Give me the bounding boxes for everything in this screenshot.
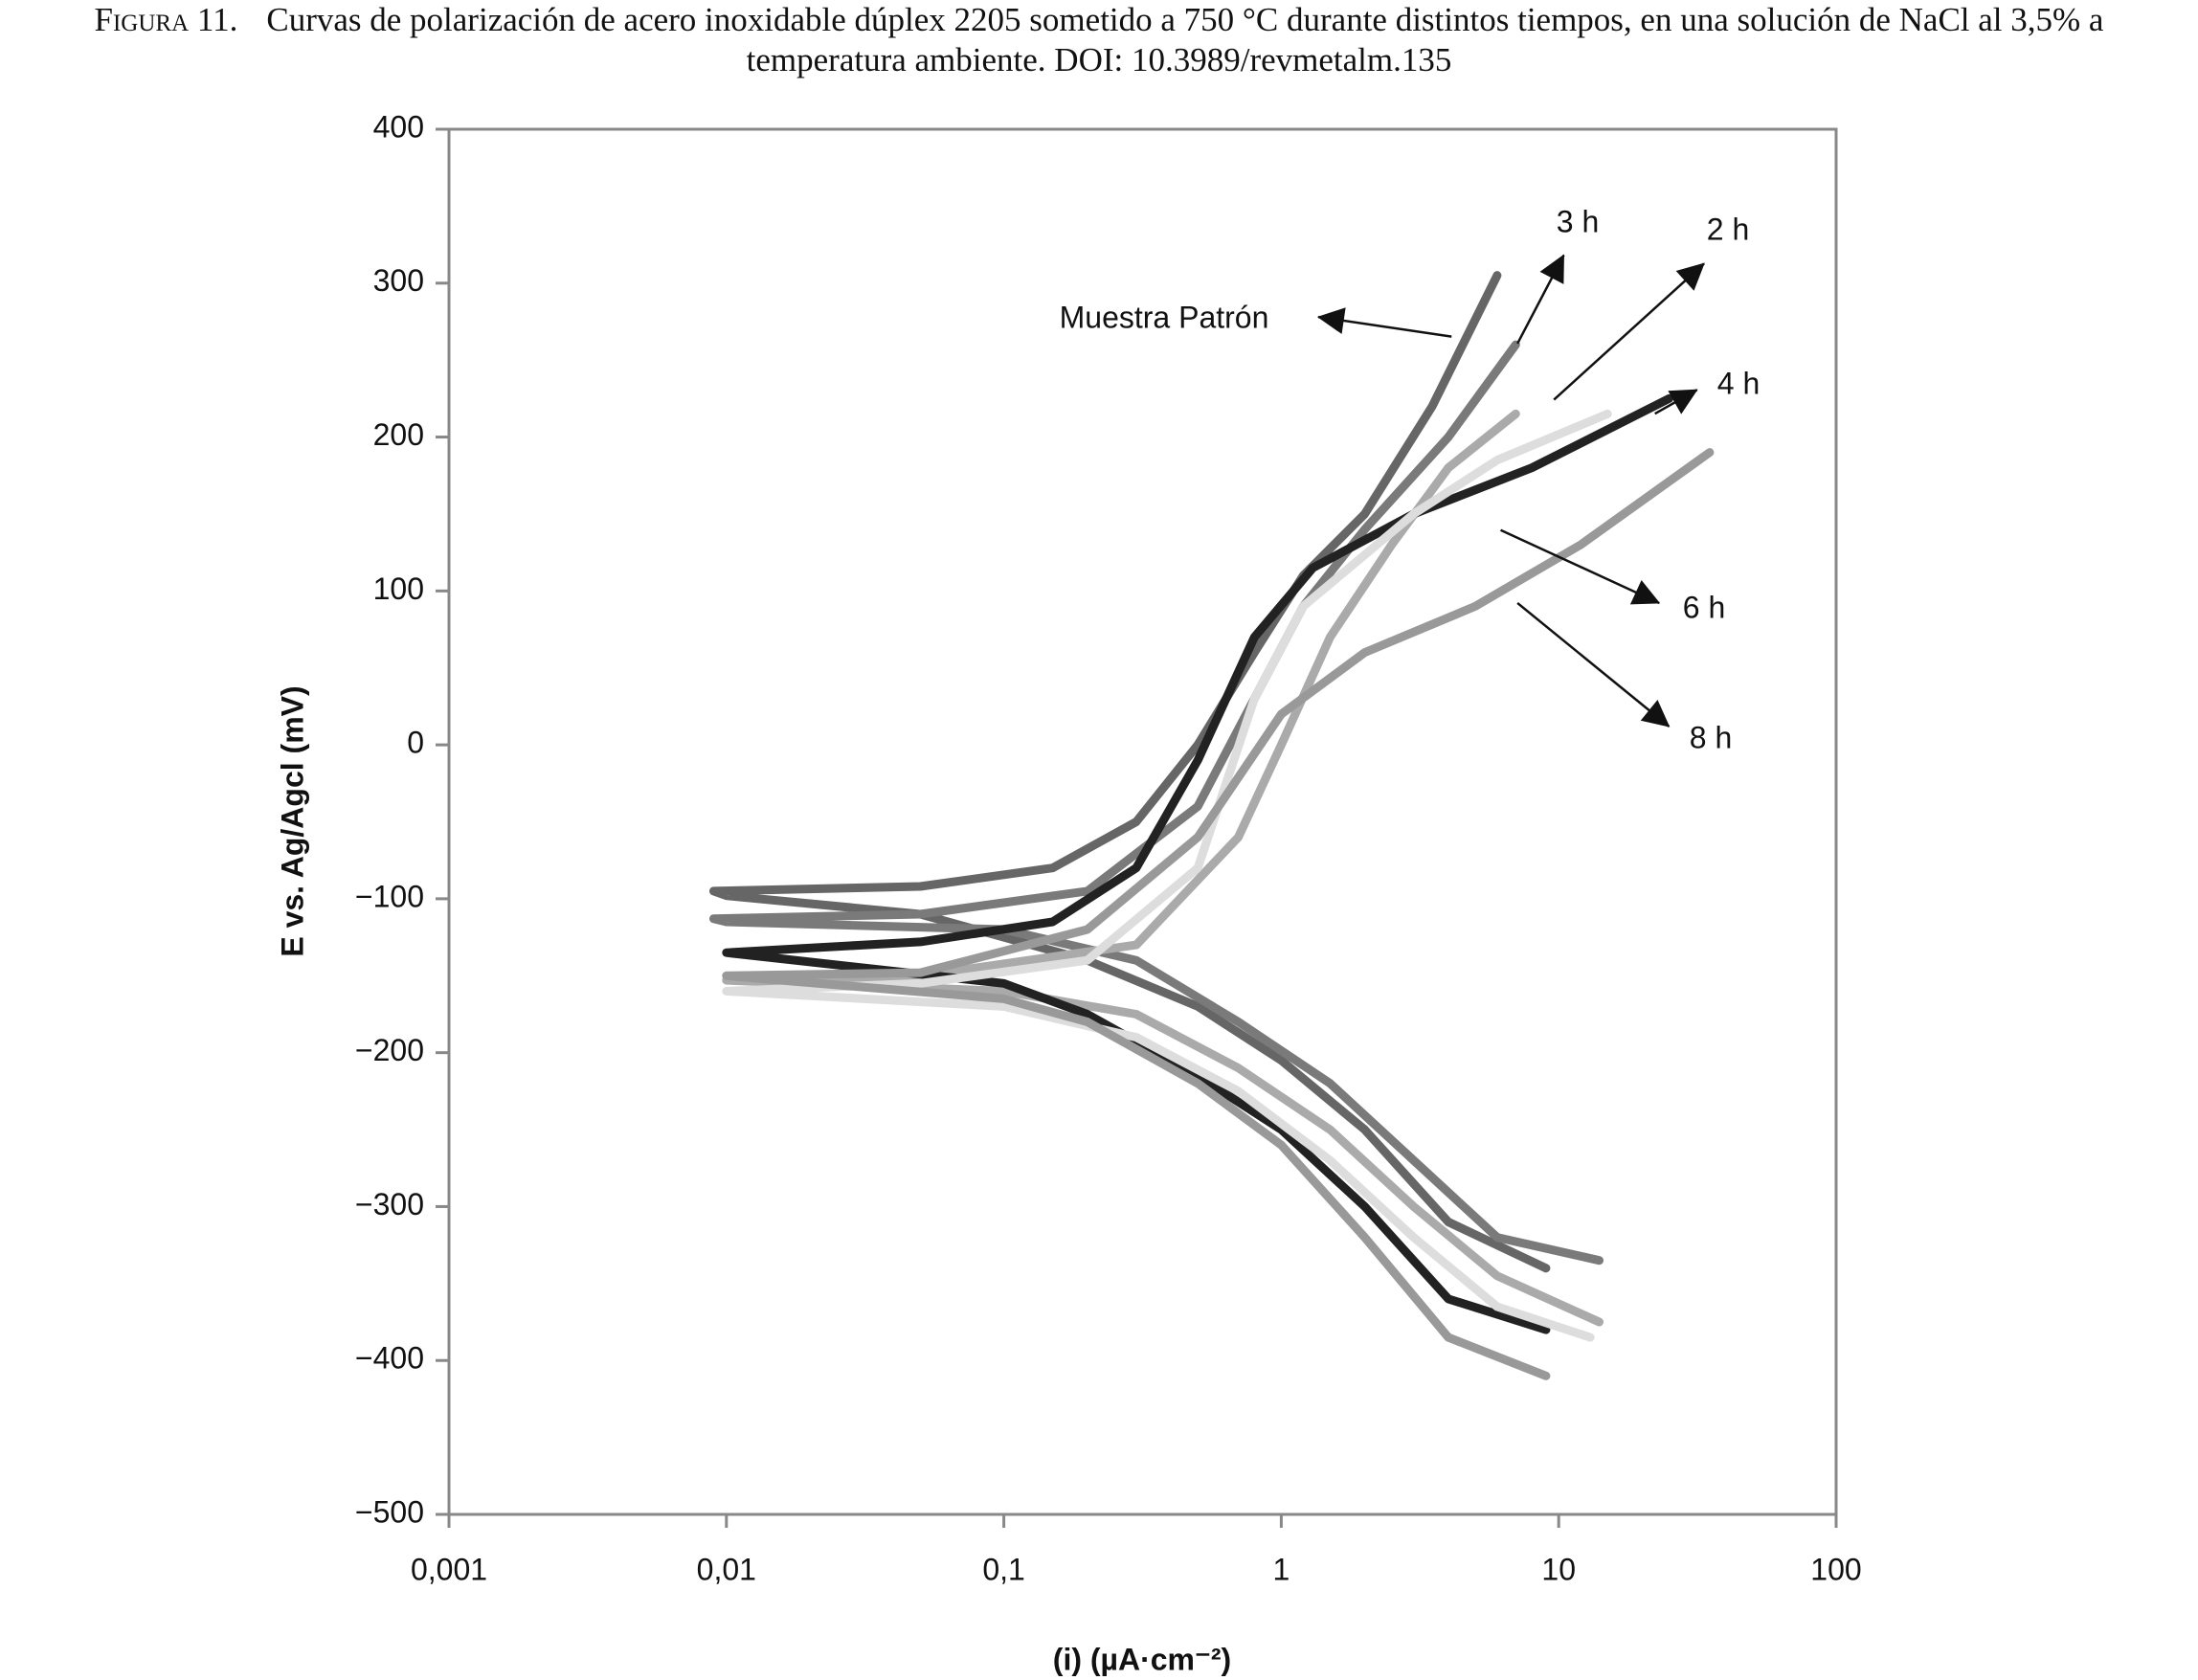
annotation-arrow <box>1516 254 1565 345</box>
caption: Figura 11. Curvas de polarización de acer… <box>0 0 2198 80</box>
y-tick-label: 300 <box>373 263 424 298</box>
x-tick-label: 0,01 <box>697 1552 756 1586</box>
y-tick-label: −300 <box>355 1187 424 1221</box>
x-tick-label: 100 <box>1810 1552 1861 1586</box>
annotation-arrow <box>1553 262 1705 401</box>
series-line <box>709 271 1551 1273</box>
annotation-arrow <box>1316 307 1452 338</box>
y-tick-label: 200 <box>373 417 424 452</box>
series-label: 6 h <box>1683 590 1725 624</box>
annotation-arrow <box>1516 601 1671 728</box>
x-tick-label: 0,001 <box>411 1552 487 1586</box>
series-label: Muestra Patrón <box>1060 300 1269 334</box>
y-axis-title: E vs. Ag/Agcl (mV) <box>275 685 309 956</box>
series-line <box>722 409 1612 1342</box>
caption-text: Curvas de polarización de acero inoxidab… <box>266 1 2104 78</box>
x-tick-label: 1 <box>1273 1552 1290 1586</box>
y-tick-label: 100 <box>373 571 424 606</box>
caption-label: Figura 11. <box>94 1 238 38</box>
annotation-arrow <box>1500 528 1661 605</box>
y-tick-label: −100 <box>355 879 424 913</box>
y-tick-label: −400 <box>355 1341 424 1376</box>
series-line <box>709 340 1604 1266</box>
series-line <box>722 448 1715 1380</box>
y-tick-label: −500 <box>355 1494 424 1529</box>
series-label: 3 h <box>1557 204 1599 238</box>
y-tick-label: 400 <box>373 109 424 144</box>
y-tick-label: −200 <box>355 1033 424 1067</box>
series-label: 8 h <box>1690 720 1732 754</box>
plot-frame <box>447 127 1838 1516</box>
series-line <box>722 393 1673 1334</box>
series-label: 4 h <box>1717 366 1760 400</box>
annotation-arrow <box>1654 389 1698 415</box>
series-label: 2 h <box>1707 212 1749 246</box>
x-tick-label: 10 <box>1541 1552 1576 1586</box>
y-tick-label: 0 <box>407 726 424 760</box>
x-tick-label: 0,1 <box>982 1552 1024 1586</box>
x-axis-title: (i) (µA·cm⁻²) <box>1053 1642 1231 1676</box>
